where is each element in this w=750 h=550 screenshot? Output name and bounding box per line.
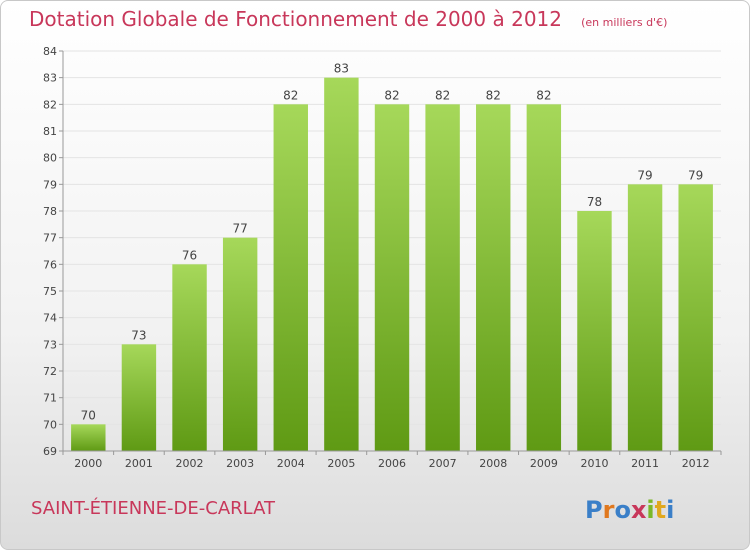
y-tick-label: 83 <box>43 72 57 85</box>
y-tick-label: 76 <box>43 258 57 271</box>
y-tick-label: 84 <box>43 45 57 58</box>
y-tick-label: 79 <box>43 178 57 191</box>
x-tick-label-2002: 2002 <box>176 457 204 470</box>
y-tick-label: 77 <box>43 232 57 245</box>
data-label-2008: 82 <box>486 88 501 102</box>
bar-2006 <box>374 104 410 451</box>
data-label-2002: 76 <box>182 248 197 262</box>
x-tick-label-2008: 2008 <box>479 457 507 470</box>
bar-2002 <box>172 264 207 451</box>
bar-2005 <box>324 77 359 452</box>
x-axis: 2000 2001 2002 2003 2004 2005 2006 2007 2008 2009… <box>62 450 722 470</box>
x-tick-label-2012: 2012 <box>682 457 710 470</box>
data-label-2005: 83 <box>334 62 349 76</box>
data-labels: 70 73 76 77 82 83 82 82 82 82 78 79 79 <box>81 62 704 423</box>
data-label-2000: 70 <box>81 408 96 422</box>
data-label-2012: 79 <box>688 168 703 182</box>
proxiti-logo: Proxiti <box>585 496 674 524</box>
bar-2007 <box>425 104 460 451</box>
x-tick-label-2005: 2005 <box>327 457 355 470</box>
bar-2011 <box>627 184 663 452</box>
svg-text:Proxiti: Proxiti <box>585 496 674 524</box>
bar-2010 <box>577 211 612 451</box>
y-tick-label: 74 <box>43 312 57 325</box>
x-tick-label-2007: 2007 <box>429 457 457 470</box>
data-label-2001: 73 <box>131 328 146 342</box>
bar-2008 <box>476 104 511 451</box>
data-label-2009: 82 <box>536 88 551 102</box>
bar-2000 <box>71 424 106 451</box>
data-label-2004: 82 <box>283 88 298 102</box>
data-label-2007: 82 <box>435 88 450 102</box>
x-tick-label-2001: 2001 <box>125 457 153 470</box>
data-label-2011: 79 <box>637 168 652 182</box>
y-tick-label: 69 <box>43 445 57 458</box>
x-tick-label-2006: 2006 <box>378 457 406 470</box>
y-tick-label: 82 <box>43 98 57 111</box>
chart-title: Dotation Globale de Fonctionnement de 20… <box>29 7 562 31</box>
bar-2004 <box>273 104 308 451</box>
y-tick-label: 78 <box>43 205 57 218</box>
data-label-2006: 82 <box>384 88 399 102</box>
bars <box>71 77 713 452</box>
y-tick-label: 81 <box>43 125 57 138</box>
data-label-2003: 77 <box>233 222 248 236</box>
y-tick-label: 70 <box>43 418 57 431</box>
x-tick-label-2004: 2004 <box>277 457 305 470</box>
x-tick-label-2011: 2011 <box>631 457 659 470</box>
x-tick-label-2009: 2009 <box>530 457 558 470</box>
bar-2001 <box>121 344 157 451</box>
y-tick-label: 80 <box>43 152 57 165</box>
x-tick-label-2000: 2000 <box>74 457 102 470</box>
y-axis: 69 70 71 72 73 74 75 76 77 78 79 80 81 82 83 84 <box>43 45 64 458</box>
bar-2009 <box>526 104 562 451</box>
x-tick-label-2003: 2003 <box>226 457 254 470</box>
y-tick-label: 73 <box>43 338 57 351</box>
y-tick-label: 72 <box>43 365 57 378</box>
bar-2012 <box>678 184 713 452</box>
y-tick-label: 71 <box>43 392 57 405</box>
chart-unit-note: (en milliers d'€) <box>581 16 668 29</box>
commune-name: SAINT-ÉTIENNE-DE-CARLAT <box>31 498 276 519</box>
x-tick-label-2010: 2010 <box>580 457 608 470</box>
chart-title-block: Dotation Globale de Fonctionnement de 20… <box>29 7 667 31</box>
bar-2003 <box>222 237 258 451</box>
data-label-2010: 78 <box>587 195 602 209</box>
y-tick-label: 75 <box>43 285 57 298</box>
